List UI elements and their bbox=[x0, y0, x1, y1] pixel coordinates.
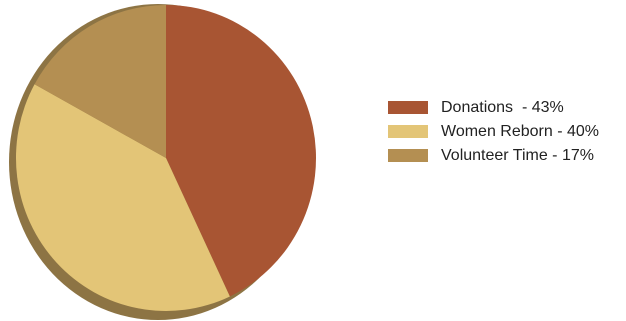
legend-swatch-volunteer-time bbox=[388, 149, 428, 162]
legend-item-volunteer-time: Volunteer Time - 17% bbox=[388, 146, 599, 165]
legend-swatch-women-reborn bbox=[388, 125, 428, 138]
pie-slice-women-reborn bbox=[15, 84, 230, 312]
pie-slice-volunteer-time bbox=[34, 4, 166, 159]
legend-label-donations: Donations - 43% bbox=[441, 99, 564, 116]
legend-label-volunteer-time: Volunteer Time - 17% bbox=[441, 147, 594, 164]
legend-label-women-reborn: Women Reborn - 40% bbox=[441, 123, 599, 140]
legend: Donations - 43% Women Reborn - 40% Volun… bbox=[388, 98, 599, 165]
legend-item-women-reborn: Women Reborn - 40% bbox=[388, 122, 599, 141]
pie-plot-area bbox=[9, 4, 317, 320]
pie-slices bbox=[15, 4, 317, 312]
legend-item-donations: Donations - 43% bbox=[388, 98, 599, 117]
pie-slice-donations bbox=[166, 5, 317, 297]
legend-swatch-donations bbox=[388, 101, 428, 114]
